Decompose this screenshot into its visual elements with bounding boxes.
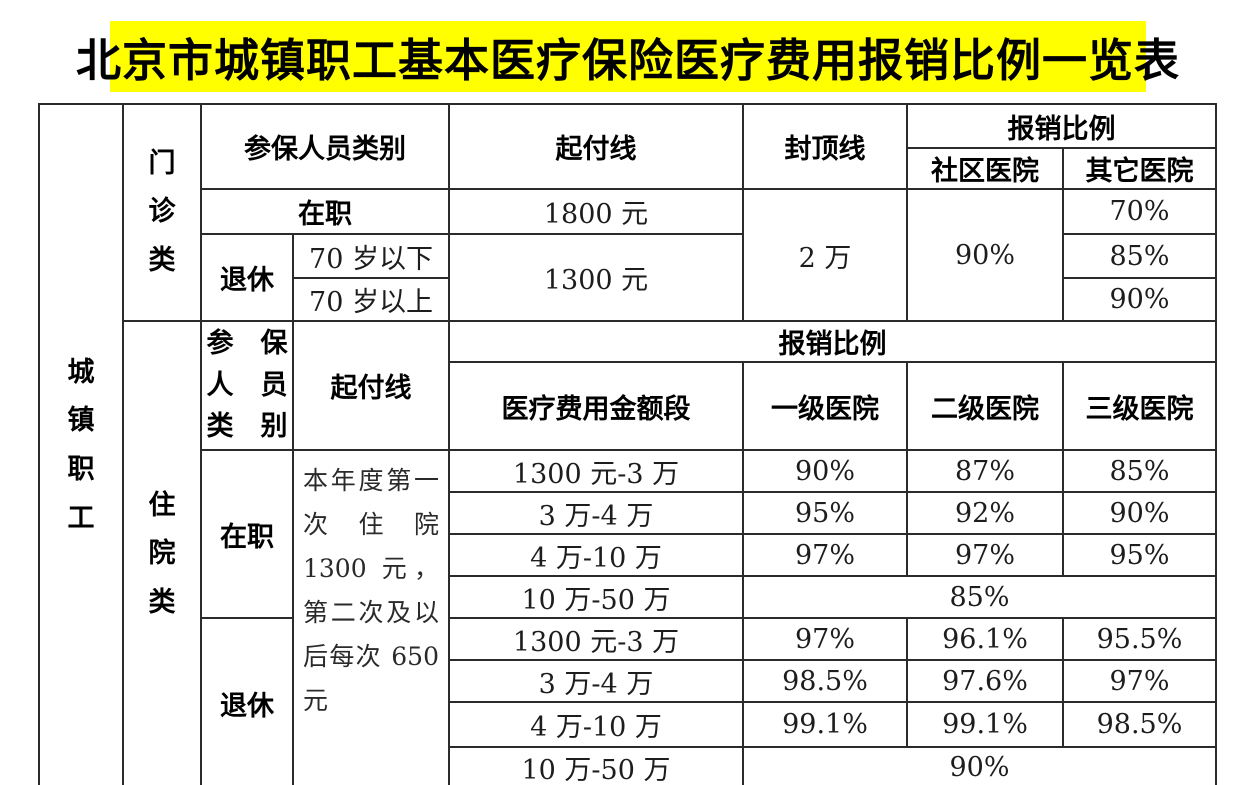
insurance-table: 城镇职工 门诊类 参保人员类别 起付线 封顶线 报销比例 社区医院 其它医院 在… (38, 103, 1217, 785)
group-label: 城镇职工 (67, 356, 95, 534)
tier2-hospital-header: 二级医院 (906, 361, 1064, 451)
tier3-value: 90% (1062, 491, 1217, 535)
inpatient-category-header: 参 保 人 员 类 别 (200, 320, 294, 451)
community-hospital-header: 社区医院 (906, 147, 1064, 190)
tier3-hospital-header: 三级医院 (1062, 361, 1217, 451)
outpatient-retired-over70-label: 70 岁以上 (292, 277, 450, 322)
tier2-value: 99.1% (906, 701, 1064, 748)
segment-value: 10 万-50 万 (448, 575, 744, 619)
merged-ratio-value: 90% (742, 746, 1217, 785)
tier1-value: 97% (742, 617, 908, 661)
inpatient-retired-label: 退休 (200, 617, 294, 785)
outpatient-retired-under70-other-value: 85% (1062, 233, 1217, 279)
tier1-value: 90% (742, 449, 908, 493)
segment-value: 4 万-10 万 (448, 701, 744, 748)
page-title: 北京市城镇职工基本医疗保险医疗费用报销比例一览表 (76, 21, 1179, 92)
outpatient-retired-label: 退休 (200, 233, 294, 322)
outpatient-active-other-value: 70% (1062, 188, 1217, 235)
inpatient-deductible-header: 起付线 (292, 320, 450, 451)
segment-value: 1300 元-3 万 (448, 449, 744, 493)
tier3-value: 98.5% (1062, 701, 1217, 748)
inpatient-section-label: 住院类 (148, 489, 176, 618)
inpatient-deductible-note: 本年度第一次住院 1300 元，第二次及以后每次 650 元 (292, 449, 450, 785)
outpatient-active-deductible: 1800 元 (448, 188, 744, 235)
merged-ratio-value: 85% (742, 575, 1217, 619)
tier3-value: 95.5% (1062, 617, 1217, 661)
outpatient-community-value: 90% (906, 188, 1064, 322)
outpatient-category-header: 参保人员类别 (200, 103, 450, 190)
segment-value: 3 万-4 万 (448, 659, 744, 703)
tier1-value: 97% (742, 533, 908, 577)
segment-value: 1300 元-3 万 (448, 617, 744, 661)
group-cell: 城镇职工 (38, 103, 124, 785)
inpatient-ratio-header: 报销比例 (448, 320, 1217, 363)
outpatient-cap-header: 封顶线 (742, 103, 908, 190)
outpatient-section-cell: 门诊类 (122, 103, 202, 322)
segment-header: 医疗费用金额段 (448, 361, 744, 451)
outpatient-active-label: 在职 (200, 188, 450, 235)
tier2-value: 92% (906, 491, 1064, 535)
tier2-value: 96.1% (906, 617, 1064, 661)
inpatient-active-label: 在职 (200, 449, 294, 619)
tier1-value: 98.5% (742, 659, 908, 703)
tier2-value: 87% (906, 449, 1064, 493)
segment-value: 10 万-50 万 (448, 746, 744, 785)
inpatient-section-cell: 住院类 (122, 320, 202, 785)
segment-value: 4 万-10 万 (448, 533, 744, 577)
tier3-value: 97% (1062, 659, 1217, 703)
tier1-value: 95% (742, 491, 908, 535)
outpatient-cap-value: 2 万 (742, 188, 908, 322)
tier2-value: 97.6% (906, 659, 1064, 703)
tier1-value: 99.1% (742, 701, 908, 748)
tier3-value: 85% (1062, 449, 1217, 493)
segment-value: 3 万-4 万 (448, 491, 744, 535)
outpatient-retired-over70-other-value: 90% (1062, 277, 1217, 322)
outpatient-retired-deductible: 1300 元 (448, 233, 744, 322)
tier3-value: 95% (1062, 533, 1217, 577)
outpatient-ratio-header: 报销比例 (906, 103, 1217, 149)
other-hospital-header: 其它医院 (1062, 147, 1217, 190)
tier2-value: 97% (906, 533, 1064, 577)
outpatient-retired-under70-label: 70 岁以下 (292, 233, 450, 279)
outpatient-deductible-header: 起付线 (448, 103, 744, 190)
tier1-hospital-header: 一级医院 (742, 361, 908, 451)
outpatient-section-label: 门诊类 (148, 147, 176, 276)
